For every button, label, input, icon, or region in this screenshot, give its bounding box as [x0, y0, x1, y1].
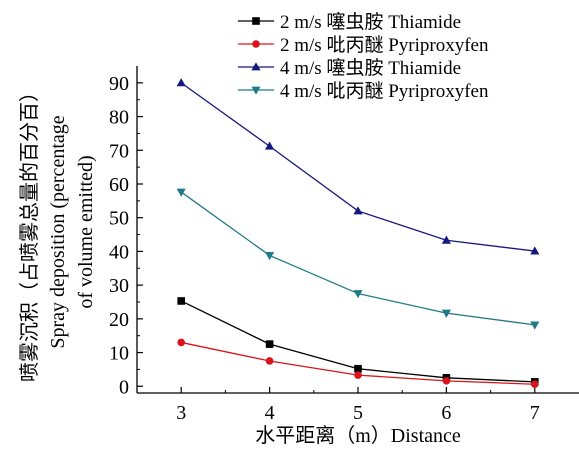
data-point: [176, 78, 186, 87]
data-point: [441, 309, 451, 318]
data-point: [354, 371, 362, 379]
data-point: [530, 321, 540, 330]
x-tick-label: 6: [441, 402, 451, 424]
chart-axes: 0 10 20 30 40 50 60 70 80 90 3 4 5 6 7: [109, 66, 579, 424]
data-point: [177, 297, 185, 305]
data-point: [265, 357, 274, 365]
x-tick-label: 4: [265, 402, 275, 424]
y-tick-label: 80: [109, 107, 129, 129]
legend-label: 4 m/s 噻虫胺 Thiamide: [280, 57, 461, 79]
legend-label: 2 m/s 吡丙醚 Pyriproxyfen: [280, 34, 489, 56]
data-point: [530, 246, 540, 255]
legend-entry: 2 m/s 噻虫胺 Thiamide: [238, 11, 461, 33]
legend-entry: 4 m/s 吡丙醚 Pyriproxyfen: [238, 80, 489, 102]
y-tick-label: 40: [109, 241, 129, 263]
data-point: [176, 188, 186, 197]
data-point: [441, 235, 451, 244]
legend-entry: 2 m/s 吡丙醚 Pyriproxyfen: [238, 34, 489, 56]
y-tick-label: 50: [109, 208, 129, 230]
x-tick-label: 5: [353, 402, 363, 424]
data-point: [353, 206, 363, 215]
x-tick-label: 7: [530, 402, 540, 424]
data-point: [265, 340, 274, 348]
series-4: [176, 188, 540, 330]
y-axis-title-line: Spray deposition (percentage: [47, 115, 69, 348]
y-tick-label: 10: [109, 343, 129, 365]
legend-label: 4 m/s 吡丙醚 Pyriproxyfen: [280, 80, 489, 102]
legend-marker: [252, 40, 260, 48]
data-point: [354, 364, 362, 373]
data-point: [442, 377, 451, 385]
data-point: [265, 141, 275, 150]
data-point: [177, 338, 185, 347]
legend-label: 2 m/s 噻虫胺 Thiamide: [280, 11, 461, 33]
y-axis-title-line: of volume emitted): [75, 155, 97, 308]
plot-area: [176, 78, 540, 389]
y-tick-label: 60: [109, 174, 129, 196]
series-2: [177, 338, 539, 389]
y-tick-label: 70: [109, 140, 129, 162]
legend-marker: [251, 86, 261, 95]
series-line: [180, 82, 535, 252]
legend-marker: [251, 62, 261, 71]
x-tick-label: 3: [176, 402, 186, 424]
y-tick-label: 0: [119, 376, 129, 398]
data-point: [531, 380, 539, 389]
x-axis-title: 水平距离（m）Distance: [255, 424, 461, 447]
y-tick-label: 90: [109, 73, 129, 95]
legend-marker: [252, 17, 260, 25]
legend-entry: 4 m/s 噻虫胺 Thiamide: [238, 57, 461, 79]
data-point: [353, 290, 363, 299]
y-axis-title: 喷雾沉积（占喷雾总量的百分百） Spray deposition (percent…: [18, 82, 97, 382]
y-axis-title-line: 喷雾沉积（占喷雾总量的百分百）: [18, 82, 41, 382]
series-3: [176, 78, 540, 255]
y-tick-label: 20: [109, 309, 129, 331]
y-tick-label: 30: [109, 275, 129, 297]
data-point: [265, 252, 275, 261]
